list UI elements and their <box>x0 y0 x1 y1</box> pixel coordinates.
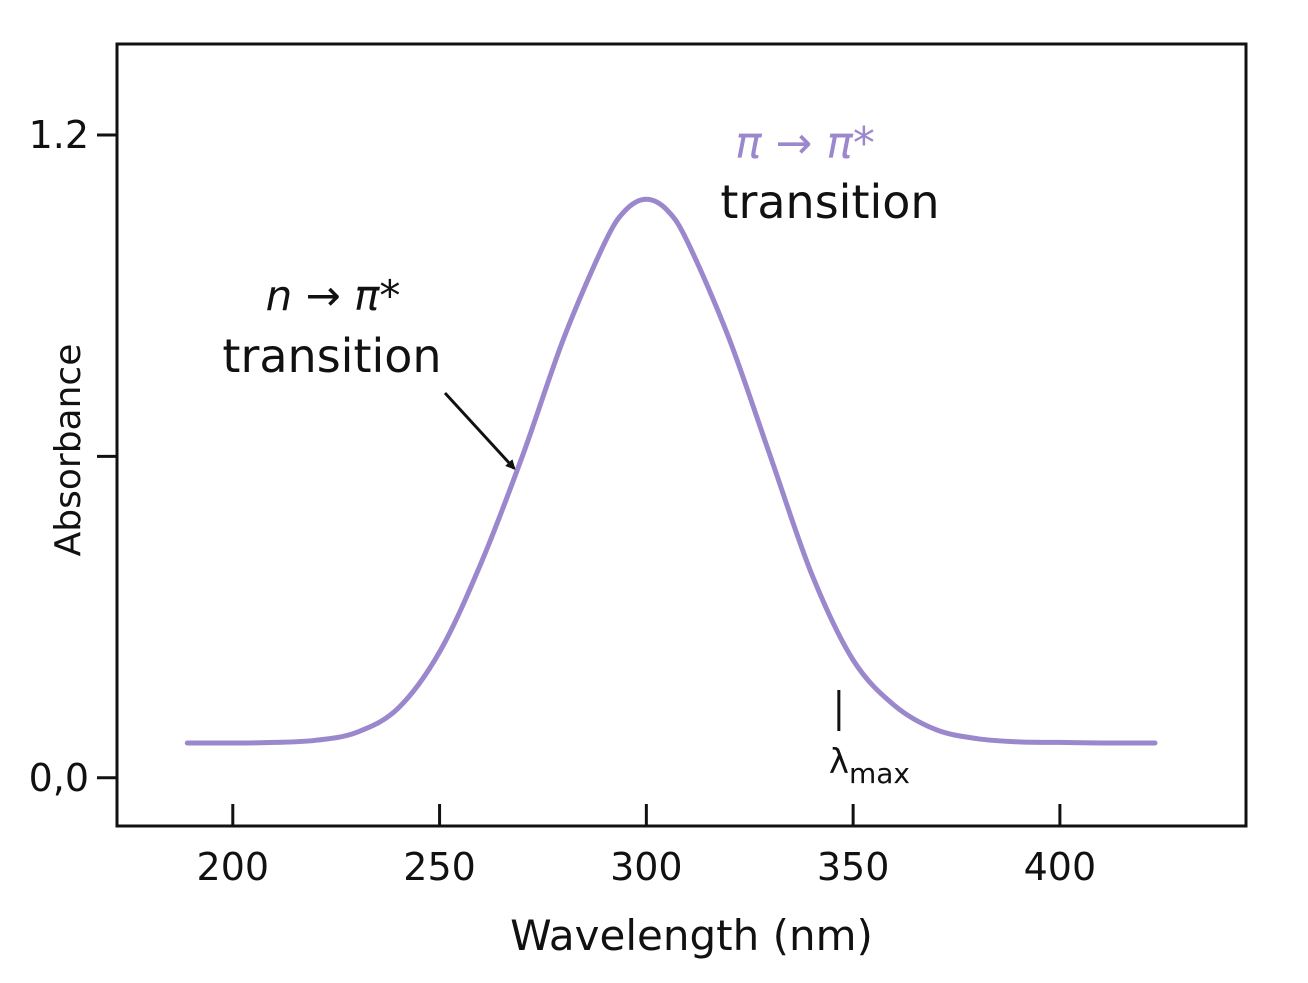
pi-pi-transition-label: transition <box>720 175 939 229</box>
lambda-max-marker: λmax <box>829 690 910 790</box>
lambda-subscript: max <box>849 757 910 790</box>
pi-pi-symbol-label: π → π* <box>735 118 875 169</box>
pi-pi-transition-annotation: π → π* transition <box>720 118 939 229</box>
plot-frame <box>115 42 1248 828</box>
y-tick-label: 0,0 <box>29 756 89 800</box>
absorbance-curve <box>184 196 1158 746</box>
x-axis-ticks: 200 250 300 350 400 <box>197 804 1097 889</box>
y-tick-label: 1.2 <box>29 113 89 157</box>
x-axis-title: Wavelength (nm) <box>510 911 873 960</box>
lambda-max-label: λmax <box>829 742 910 790</box>
y-axis-ticks: 0,0 1.2 <box>29 113 117 800</box>
x-tick-label: 350 <box>817 845 890 889</box>
x-tick-label: 400 <box>1024 845 1097 889</box>
n-pi-transition-annotation: n → π* transition <box>222 271 516 470</box>
x-tick-label: 250 <box>403 845 476 889</box>
n-pi-symbol-label: n → π* <box>266 271 401 320</box>
x-tick-label: 200 <box>197 845 270 889</box>
n-pi-arrow <box>443 391 516 470</box>
x-tick-label: 300 <box>610 845 683 889</box>
n-pi-transition-label: transition <box>222 329 441 383</box>
y-axis-title: Absorbance <box>48 344 89 557</box>
lambda-symbol: λ <box>829 742 849 782</box>
